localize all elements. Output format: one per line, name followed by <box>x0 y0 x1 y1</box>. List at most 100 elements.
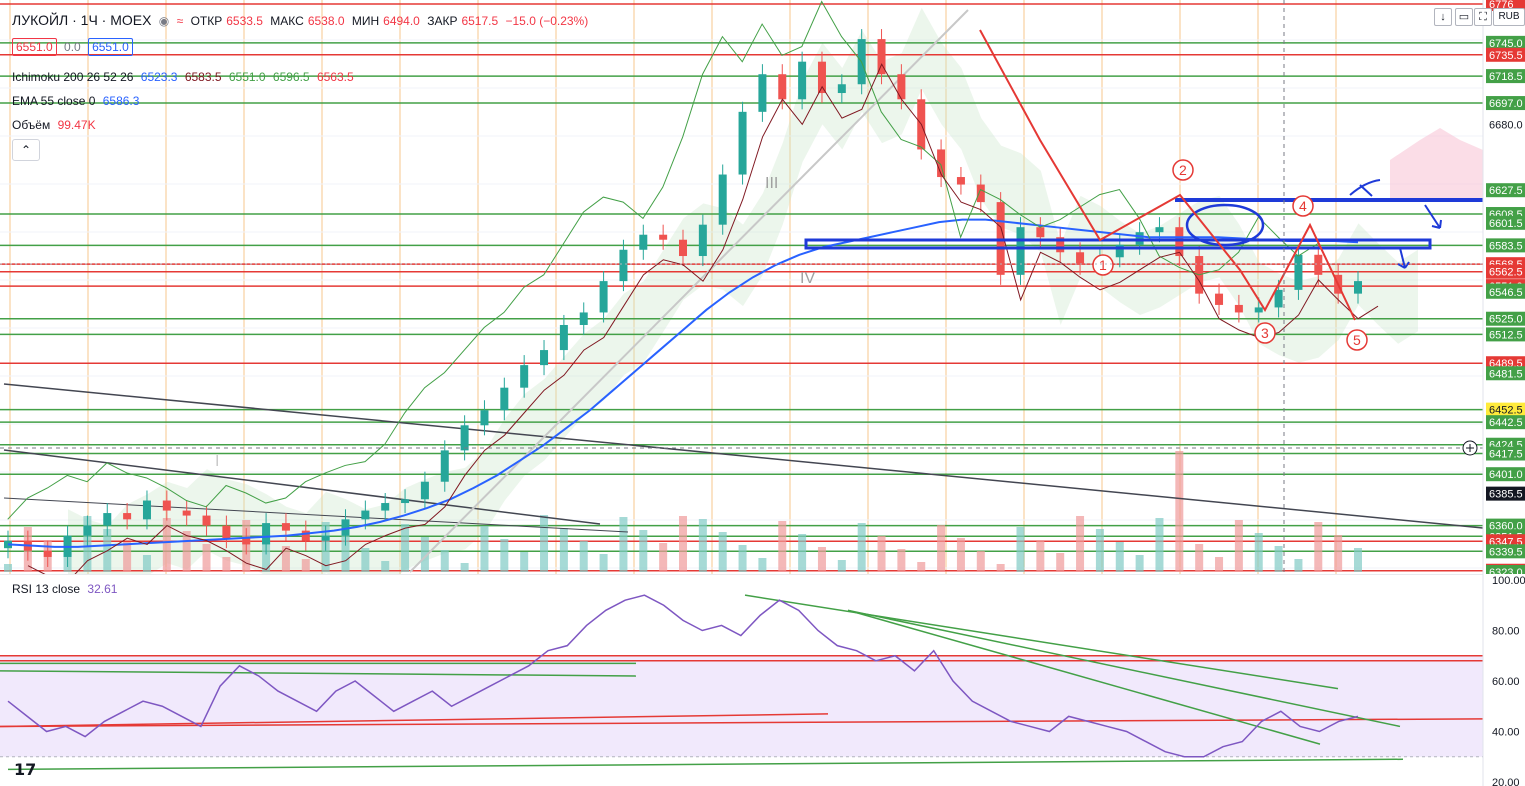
candle-body[interactable] <box>718 174 727 225</box>
price-tag[interactable] <box>1486 402 1525 417</box>
rsi-trend-line[interactable] <box>744 594 1339 690</box>
candle-body[interactable] <box>381 503 390 511</box>
candle-body[interactable] <box>1274 289 1283 308</box>
wave-number-circle[interactable] <box>1254 322 1276 344</box>
candle-body[interactable] <box>1076 252 1085 265</box>
candle-body[interactable] <box>1254 307 1263 313</box>
candle-body[interactable] <box>698 224 707 257</box>
candle-body[interactable] <box>758 74 767 112</box>
candle-body[interactable] <box>341 519 350 536</box>
candle-body[interactable] <box>361 510 370 520</box>
rsi-pane[interactable]: 100.00 80.00 60.00 40.00 20.00 <box>0 574 1525 786</box>
ema-legend[interactable]: EMA 55 close 0 6586.3 <box>12 94 143 108</box>
candle-body[interactable] <box>738 111 747 175</box>
candle-body[interactable] <box>817 61 826 94</box>
candle-body[interactable] <box>262 523 271 545</box>
bid-price[interactable]: 6551.0 <box>12 38 57 56</box>
currency-button[interactable]: RUB <box>1493 8 1525 26</box>
candle-body[interactable] <box>440 450 449 482</box>
price-tag[interactable] <box>1486 238 1525 253</box>
candle-body[interactable] <box>1155 227 1164 233</box>
rsi-trend-line[interactable] <box>847 609 1321 745</box>
candle-body[interactable] <box>520 365 529 388</box>
candle-body[interactable] <box>103 513 112 526</box>
symbol-title[interactable]: ЛУКОЙЛ · 1Ч · MOEX <box>12 12 152 28</box>
candle-body[interactable] <box>1175 227 1184 257</box>
wave-number-circle[interactable] <box>1172 159 1194 181</box>
collapse-legend-button[interactable]: ⌃ <box>12 139 40 161</box>
candle-body[interactable] <box>281 523 290 531</box>
candle-body[interactable] <box>599 281 608 313</box>
rsi-line[interactable] <box>7 594 1359 758</box>
candle-body[interactable] <box>1354 281 1362 294</box>
candle-body[interactable] <box>579 312 588 325</box>
price-tag[interactable] <box>1486 183 1525 198</box>
candle-body[interactable] <box>897 74 906 100</box>
rsi-level-line[interactable] <box>0 713 829 728</box>
zone-rectangle[interactable] <box>804 238 1432 250</box>
candle-body[interactable] <box>976 184 985 203</box>
price-tag[interactable] <box>1486 518 1525 533</box>
tradingview-logo[interactable]: 17 <box>14 760 36 779</box>
candle-body[interactable] <box>837 84 846 94</box>
candle-body[interactable] <box>877 39 886 75</box>
candle-body[interactable] <box>500 387 509 411</box>
candle-body[interactable] <box>659 234 668 240</box>
candle-body[interactable] <box>222 525 231 539</box>
candle-body[interactable] <box>1056 237 1065 253</box>
candle-body[interactable] <box>202 515 211 526</box>
scroll-down-button[interactable]: ↓ <box>1434 8 1452 26</box>
price-tag[interactable] <box>1486 366 1525 381</box>
price-tag[interactable] <box>1486 35 1525 50</box>
price-tag[interactable] <box>1486 467 1525 482</box>
ask-price[interactable]: 6551.0 <box>88 38 133 56</box>
volume-legend[interactable]: Объём 99.47K <box>12 118 100 132</box>
ichimoku-legend[interactable]: Ichimoku 200 26 52 26 6523.3 6583.5 6551… <box>12 70 358 84</box>
rsi-trend-line[interactable] <box>0 670 637 677</box>
wave-icon[interactable]: ≈ <box>176 14 184 28</box>
candle-body[interactable] <box>937 149 946 178</box>
highlight-circle[interactable] <box>1185 203 1265 247</box>
candle-body[interactable] <box>540 350 549 366</box>
candle-body[interactable] <box>43 550 52 557</box>
candle-body[interactable] <box>619 249 628 282</box>
price-tag[interactable] <box>1486 215 1525 230</box>
trend-line-lower[interactable] <box>3 497 629 533</box>
wave-number-circle[interactable] <box>1346 329 1368 351</box>
candle-body[interactable] <box>401 499 410 504</box>
candle-body[interactable] <box>1294 254 1303 290</box>
elliott-wave-path[interactable] <box>979 29 1356 321</box>
candle-body[interactable] <box>460 425 469 451</box>
candle-body[interactable] <box>1314 254 1323 275</box>
wave-number-circle[interactable] <box>1292 195 1314 217</box>
visibility-icon[interactable]: ◉ <box>158 14 170 28</box>
price-tag[interactable] <box>1486 284 1525 299</box>
candle-body[interactable] <box>1115 244 1124 258</box>
price-tag[interactable] <box>1486 96 1525 111</box>
candle-body[interactable] <box>301 530 310 541</box>
candle-body[interactable] <box>679 239 687 257</box>
candle-body[interactable] <box>182 510 191 516</box>
candle-body[interactable] <box>321 535 330 541</box>
rsi-legend[interactable]: RSI 13 close 32.61 <box>12 582 121 596</box>
candle-body[interactable] <box>162 500 171 511</box>
candle-body[interactable] <box>123 513 132 520</box>
price-tag[interactable] <box>1486 264 1525 279</box>
price-tag[interactable] <box>1486 415 1525 430</box>
fib-diagonal-line[interactable] <box>409 9 969 573</box>
price-tag[interactable] <box>1486 0 1525 11</box>
candle-body[interactable] <box>1135 232 1144 245</box>
candle-body[interactable] <box>956 177 965 185</box>
ema-55-line[interactable] <box>7 218 1359 548</box>
price-tag[interactable] <box>1486 565 1525 574</box>
candle-body[interactable] <box>1016 227 1025 275</box>
add-alert-button[interactable] <box>1462 440 1478 456</box>
candle-body[interactable] <box>83 525 92 536</box>
candle-body[interactable] <box>480 410 489 426</box>
candle-body[interactable] <box>559 324 568 351</box>
price-tag[interactable] <box>1486 446 1525 461</box>
candle-body[interactable] <box>142 500 151 520</box>
price-tag[interactable] <box>1486 311 1525 326</box>
candle-body[interactable] <box>639 234 648 250</box>
